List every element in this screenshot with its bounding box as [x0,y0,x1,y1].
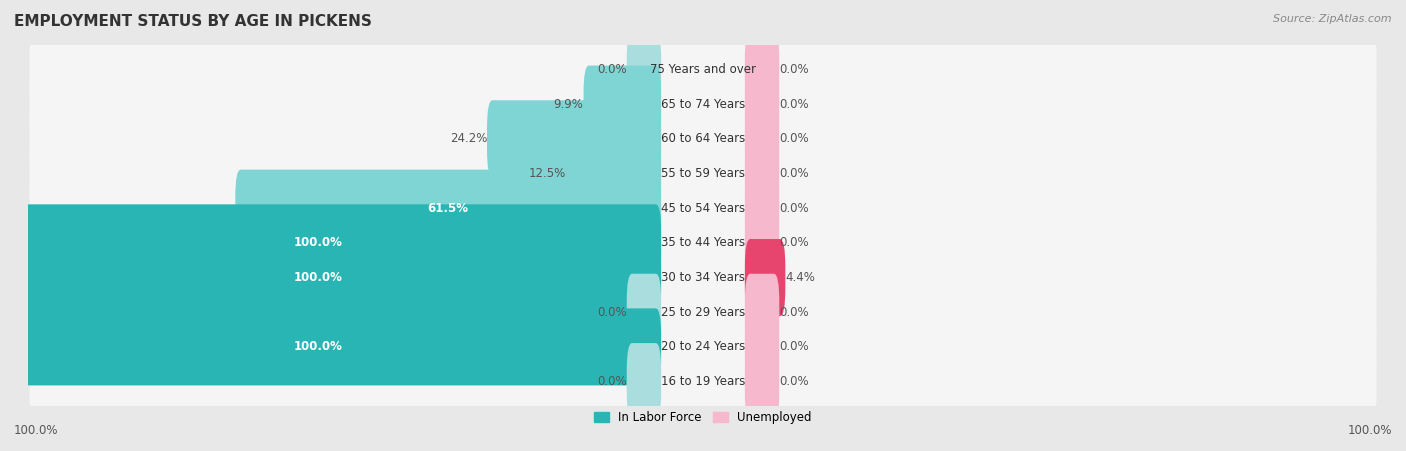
Text: 0.0%: 0.0% [779,97,808,110]
Text: 16 to 19 Years: 16 to 19 Years [661,375,745,388]
FancyBboxPatch shape [583,65,661,143]
Text: 0.0%: 0.0% [779,236,808,249]
Text: 0.0%: 0.0% [779,132,808,145]
FancyBboxPatch shape [30,285,1376,339]
Text: 4.4%: 4.4% [786,271,815,284]
FancyBboxPatch shape [627,31,661,108]
Text: 0.0%: 0.0% [779,341,808,354]
Text: 25 to 29 Years: 25 to 29 Years [661,306,745,319]
FancyBboxPatch shape [745,100,779,177]
Text: 0.0%: 0.0% [598,375,627,388]
FancyBboxPatch shape [745,170,779,247]
FancyBboxPatch shape [30,147,1376,201]
FancyBboxPatch shape [745,308,779,386]
Text: 0.0%: 0.0% [779,63,808,76]
Text: 30 to 34 Years: 30 to 34 Years [661,271,745,284]
Text: 100.0%: 100.0% [294,341,343,354]
Text: 0.0%: 0.0% [598,306,627,319]
Text: Source: ZipAtlas.com: Source: ZipAtlas.com [1274,14,1392,23]
Text: 100.0%: 100.0% [1347,424,1392,437]
Text: 35 to 44 Years: 35 to 44 Years [661,236,745,249]
FancyBboxPatch shape [0,308,661,386]
FancyBboxPatch shape [745,65,779,143]
FancyBboxPatch shape [745,239,786,316]
FancyBboxPatch shape [745,204,779,281]
Text: 61.5%: 61.5% [427,202,468,215]
Text: 20 to 24 Years: 20 to 24 Years [661,341,745,354]
Text: 9.9%: 9.9% [554,97,583,110]
Text: 55 to 59 Years: 55 to 59 Years [661,167,745,180]
FancyBboxPatch shape [30,42,1376,97]
FancyBboxPatch shape [30,320,1376,374]
Legend: In Labor Force, Unemployed: In Labor Force, Unemployed [589,406,817,429]
FancyBboxPatch shape [30,216,1376,270]
Text: 0.0%: 0.0% [779,202,808,215]
FancyBboxPatch shape [745,274,779,351]
FancyBboxPatch shape [0,239,661,316]
FancyBboxPatch shape [30,77,1376,131]
Text: 100.0%: 100.0% [294,271,343,284]
FancyBboxPatch shape [745,31,779,108]
FancyBboxPatch shape [745,343,779,420]
Text: EMPLOYMENT STATUS BY AGE IN PICKENS: EMPLOYMENT STATUS BY AGE IN PICKENS [14,14,373,28]
FancyBboxPatch shape [30,250,1376,304]
Text: 75 Years and over: 75 Years and over [650,63,756,76]
Text: 0.0%: 0.0% [598,63,627,76]
FancyBboxPatch shape [30,112,1376,166]
Text: 60 to 64 Years: 60 to 64 Years [661,132,745,145]
FancyBboxPatch shape [486,100,661,177]
Text: 0.0%: 0.0% [779,167,808,180]
Text: 65 to 74 Years: 65 to 74 Years [661,97,745,110]
FancyBboxPatch shape [30,181,1376,235]
Text: 0.0%: 0.0% [779,375,808,388]
Text: 12.5%: 12.5% [529,167,567,180]
FancyBboxPatch shape [627,343,661,420]
FancyBboxPatch shape [0,204,661,281]
FancyBboxPatch shape [30,354,1376,409]
Text: 45 to 54 Years: 45 to 54 Years [661,202,745,215]
FancyBboxPatch shape [567,135,661,212]
Text: 0.0%: 0.0% [779,306,808,319]
FancyBboxPatch shape [235,170,661,247]
Text: 100.0%: 100.0% [294,236,343,249]
FancyBboxPatch shape [745,135,779,212]
FancyBboxPatch shape [627,274,661,351]
Text: 24.2%: 24.2% [450,132,486,145]
Text: 100.0%: 100.0% [14,424,59,437]
